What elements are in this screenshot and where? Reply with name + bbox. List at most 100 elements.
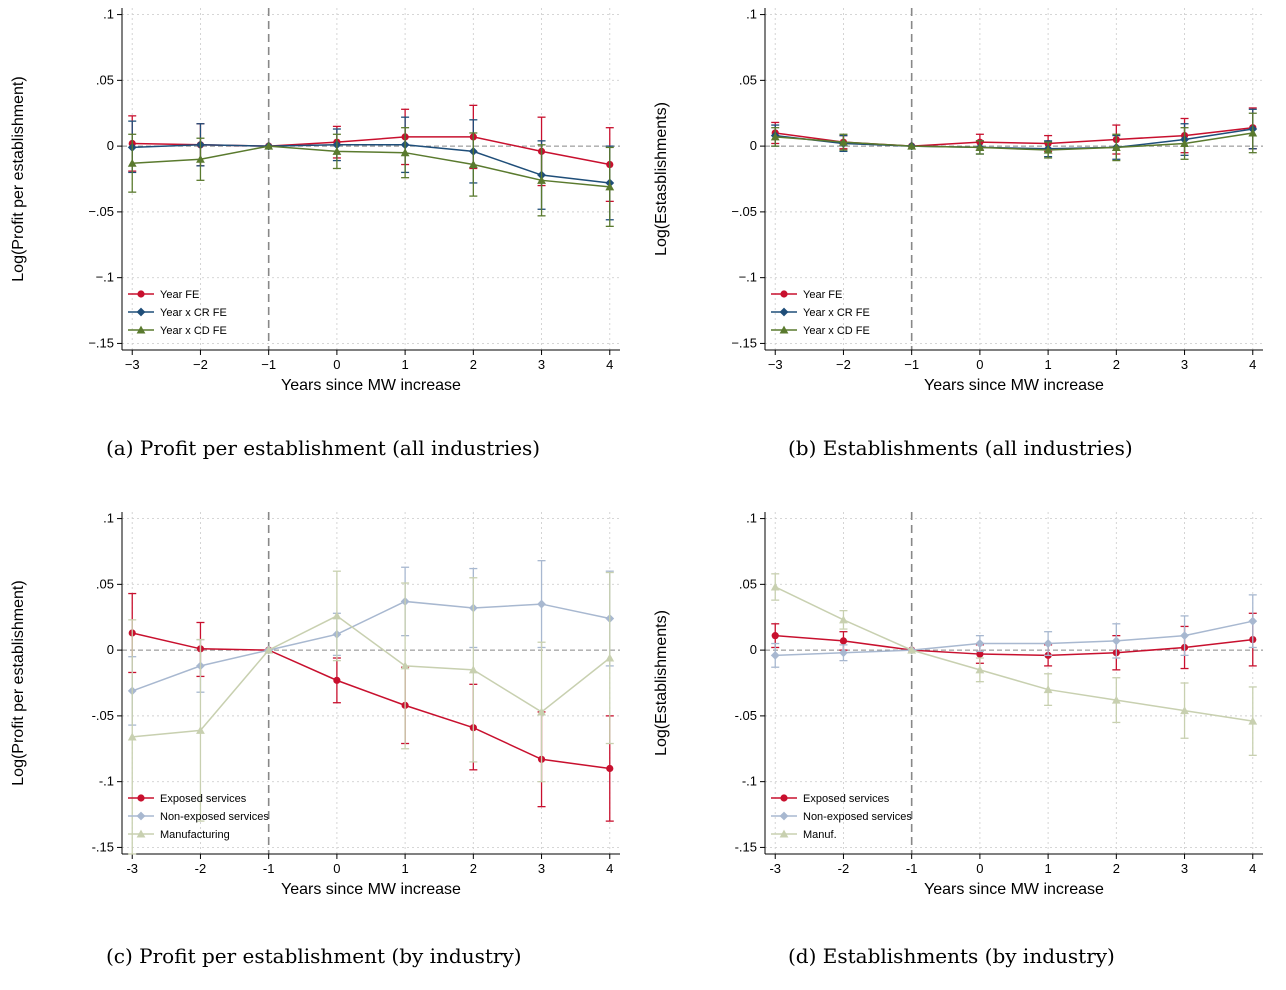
data-point	[1111, 143, 1121, 151]
legend-marker	[780, 290, 788, 298]
x-axis-label: Years since MW increase	[924, 377, 1104, 394]
data-point	[975, 665, 985, 674]
data-point	[1180, 631, 1189, 641]
y-tick-label: −.1	[96, 270, 114, 285]
series-manuf-	[770, 573, 1258, 756]
data-point	[975, 143, 985, 151]
legend-label: Year x CD FE	[803, 325, 870, 337]
y-tick-label: 0	[107, 642, 114, 657]
data-point	[1248, 128, 1258, 137]
x-tick-label: 0	[333, 357, 340, 372]
data-point	[196, 154, 205, 163]
x-tick-label: 0	[976, 861, 983, 876]
legend-label: Year x CR FE	[803, 307, 870, 319]
data-point	[264, 645, 274, 654]
panel-b: .1 .05 0 −.05 −.1 −.15 −3 −2 −1 0 1 2 3 4 Years since …	[643, 0, 1286, 486]
y-tick-label: .1	[103, 7, 114, 22]
y-tick-label: .1	[746, 511, 757, 526]
x-axis-label: Years since MW increase	[281, 377, 461, 394]
y-tick-label: 0	[107, 138, 114, 153]
data-point	[400, 148, 410, 157]
y-tick-label: −.15	[731, 335, 757, 350]
data-point	[1248, 716, 1258, 725]
legend-marker	[136, 307, 146, 317]
data-point	[537, 175, 546, 184]
chart-a: .1 .05 0 −.05 −.1 −.15 −3 −2 −1 0 1 2 3 4 Years since …	[10, 7, 620, 394]
series-line	[774, 586, 1253, 722]
series-line	[132, 615, 611, 738]
legend-marker	[136, 811, 146, 821]
y-axis-label: Log(Estasblishments)	[653, 102, 670, 256]
legend-marker	[137, 290, 145, 298]
series-line	[775, 620, 1253, 657]
legend-label: Exposed services	[803, 793, 890, 805]
x-tick-label: 3	[538, 357, 545, 372]
series-line	[775, 132, 1253, 151]
data-point	[770, 132, 780, 141]
legend-label: Year x CR FE	[160, 307, 227, 319]
y-axis-label: Log(Profit per establishment)	[10, 76, 27, 281]
x-tick-label: 4	[606, 357, 613, 372]
panel-a: .1 .05 0 −.05 −.1 −.15 −3 −2 −1 0 1 2 3 4 Years since …	[0, 0, 643, 486]
data-point	[839, 137, 848, 146]
data-point	[1248, 616, 1258, 626]
data-point	[332, 146, 342, 155]
series-line	[775, 634, 1253, 657]
x-tick-label: 3	[1181, 357, 1188, 372]
x-tick-label: −1	[261, 357, 276, 372]
x-tick-label: 1	[401, 357, 408, 372]
legend-label: Year FE	[160, 289, 199, 301]
x-tick-label: -2	[195, 861, 207, 876]
y-tick-label: .05	[739, 72, 757, 87]
x-tick-label: 1	[1044, 357, 1051, 372]
y-tick-label: −.05	[731, 204, 757, 219]
data-point	[537, 707, 546, 716]
legend-label: Year x CD FE	[160, 325, 227, 337]
data-point	[127, 732, 137, 741]
data-point	[127, 158, 137, 167]
y-tick-label: -.15	[735, 839, 757, 854]
y-tick-label: 0	[750, 642, 757, 657]
caption-d: (d) Establishments (by industry)	[788, 944, 1115, 968]
y-tick-label: .05	[96, 72, 114, 87]
series-line	[132, 144, 610, 184]
series-year-x-cd-fe	[127, 127, 615, 228]
series-line	[132, 632, 610, 770]
y-axis-label: Log(Profit per establishment)	[10, 580, 27, 785]
x-tick-label: 3	[538, 861, 545, 876]
data-point	[1043, 639, 1053, 648]
y-tick-label: -.05	[92, 708, 114, 723]
x-tick-label: 3	[1181, 861, 1188, 876]
x-tick-label: -2	[838, 861, 850, 876]
data-point	[196, 725, 205, 734]
caption-b: (b) Establishments (all industries)	[788, 436, 1133, 460]
x-tick-label: 1	[1044, 861, 1051, 876]
data-point	[537, 599, 546, 609]
series-line	[132, 145, 610, 188]
data-point	[605, 182, 615, 191]
legend-marker	[137, 794, 145, 802]
data-point	[770, 650, 780, 660]
legend-label: Manuf.	[803, 829, 837, 841]
x-axis-label: Years since MW increase	[281, 881, 461, 898]
x-tick-label: −3	[125, 357, 140, 372]
x-tick-label: -1	[263, 861, 275, 876]
panel-d: .1 .05 0 -.05 -.1 -.15 -3 -2 -1 0 1 2 3 4 Years since …	[643, 504, 1286, 990]
data-point	[400, 661, 410, 670]
panel-c: .1 .05 0 -.05 -.1 -.15 -3 -2 -1 0 1 2 3 4 Years since …	[0, 504, 643, 990]
data-point	[976, 650, 984, 658]
y-tick-label: 0	[750, 138, 757, 153]
x-tick-label: 4	[1249, 861, 1256, 876]
data-point	[605, 653, 615, 662]
data-point	[1180, 706, 1189, 715]
y-axis-label: Log(Establishments)	[653, 610, 670, 756]
x-tick-label: 0	[333, 861, 340, 876]
x-tick-label: −2	[193, 357, 208, 372]
data-point	[907, 645, 917, 654]
data-point	[332, 611, 342, 620]
series-line	[131, 600, 610, 692]
x-tick-label: -1	[906, 861, 918, 876]
data-point	[468, 665, 478, 674]
x-tick-label: -3	[126, 861, 138, 876]
